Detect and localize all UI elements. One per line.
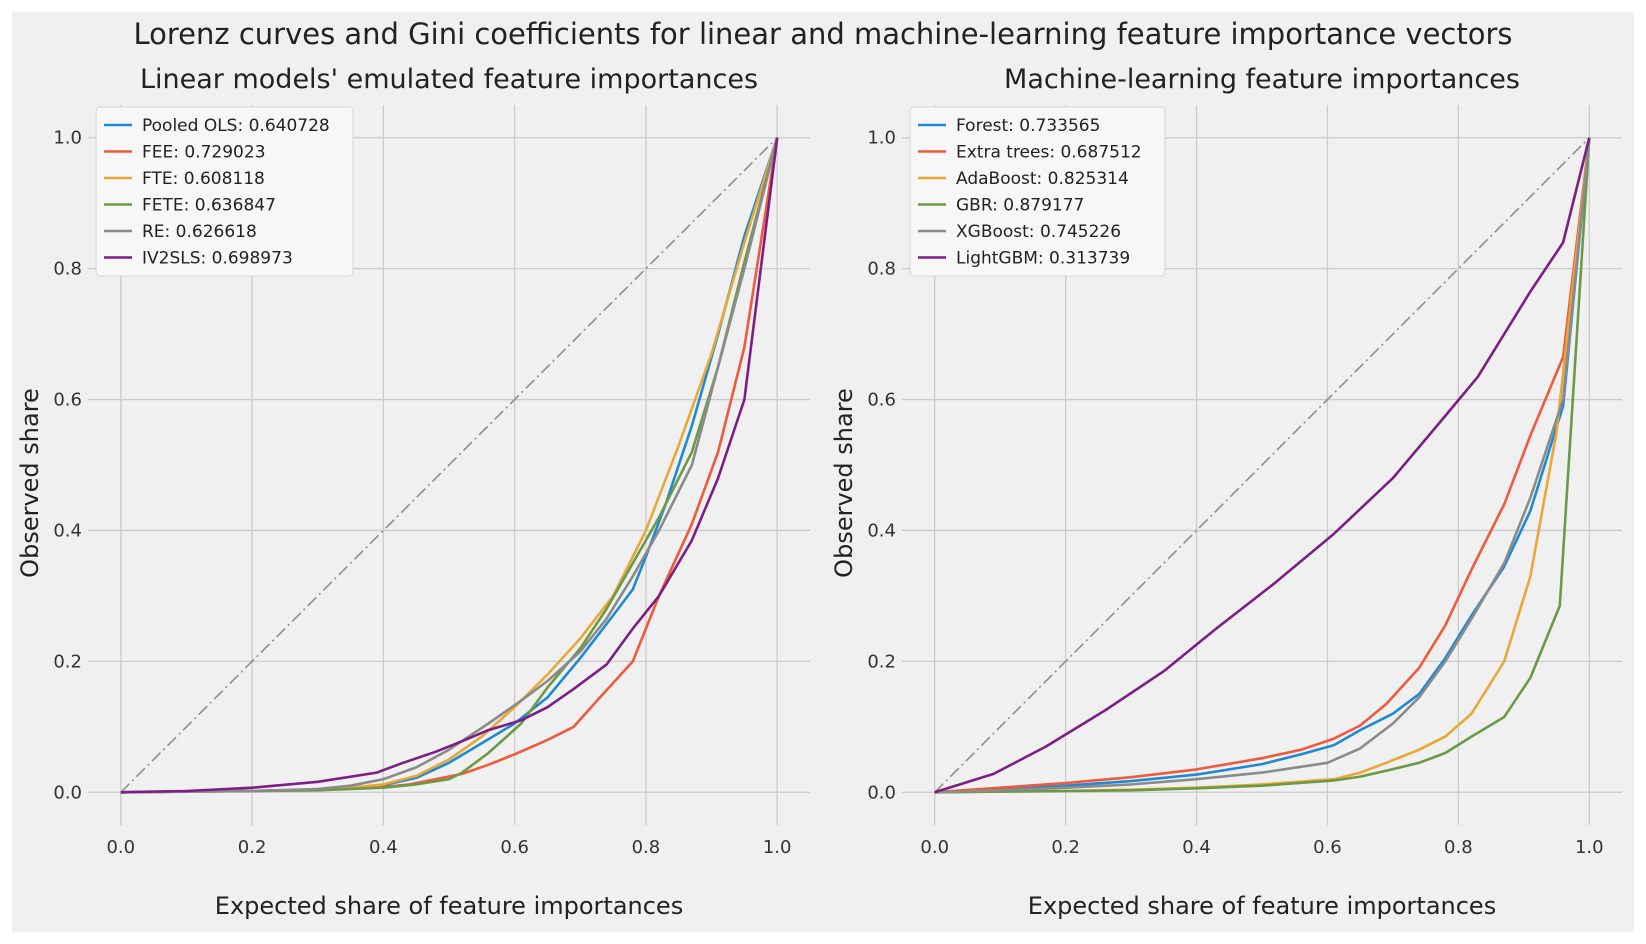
x-tick-label: 0.8	[632, 837, 661, 858]
y-tick-label: 0.4	[867, 520, 896, 541]
tick-labels: 0.0 0.2 0.4 0.6 0.8 1.0 0.0 0.2 0.4 0.6 0.8 1.0	[53, 128, 791, 858]
x-tick-label: 1.0	[763, 837, 792, 858]
legend-label: RE: 0.626618	[142, 222, 257, 242]
series-line	[120, 137, 779, 794]
legend-label: GBR: 0.879177	[956, 196, 1084, 216]
legend-label: FTE: 0.608118	[142, 169, 265, 189]
diagonal-equality-line	[934, 137, 1590, 793]
x-tick-label: 0.6	[1313, 837, 1342, 858]
legend: Forest: 0.733565 Extra trees: 0.687512 Ada…	[909, 106, 1166, 277]
x-tick-label: 0.4	[1182, 837, 1211, 858]
x-axis-label: Expected share of feature importances	[1028, 892, 1496, 920]
series-line	[934, 137, 1591, 794]
series-layer	[120, 137, 779, 794]
y-tick-label: 0.0	[53, 782, 82, 803]
y-tick-label: 0.4	[53, 520, 82, 541]
chart-linear: Linear models' emulated feature importan…	[16, 64, 810, 920]
series-line	[934, 137, 1591, 794]
legend-label: AdaBoost: 0.825314	[956, 169, 1129, 189]
legend-label: FEE: 0.729023	[142, 143, 266, 163]
y-tick-label: 1.0	[867, 128, 896, 149]
y-tick-label: 0.0	[867, 782, 896, 803]
legend-label: IV2SLS: 0.698973	[142, 249, 293, 269]
y-tick-label: 0.8	[867, 259, 896, 280]
series-line	[120, 137, 779, 794]
y-tick-label: 0.2	[53, 651, 82, 672]
y-tick-label: 0.6	[53, 390, 82, 411]
legend-label: Pooled OLS: 0.640728	[142, 116, 330, 136]
diagonal-equality-line	[120, 137, 778, 793]
series-line	[934, 137, 1591, 794]
legend-label: Forest: 0.733565	[956, 116, 1100, 136]
x-tick-label: 0.8	[1444, 837, 1473, 858]
x-tick-label: 1.0	[1575, 837, 1604, 858]
x-tick-label: 0.6	[500, 837, 529, 858]
y-tick-label: 0.6	[867, 390, 896, 411]
series-line	[934, 137, 1591, 794]
legend: Pooled OLS: 0.640728 FEE: 0.729023 FTE: 0.…	[95, 106, 354, 277]
y-tick-label: 1.0	[53, 128, 82, 149]
x-tick-label: 0.4	[369, 837, 398, 858]
x-tick-label: 0.2	[1051, 837, 1080, 858]
y-axis-label: Observed share	[16, 388, 44, 578]
legend-label: FETE: 0.636847	[142, 196, 276, 216]
y-axis-label: Observed share	[830, 388, 858, 578]
x-tick-label: 0.0	[920, 837, 949, 858]
chart-title: Machine-learning feature importances	[1004, 64, 1520, 95]
chart-title: Linear models' emulated feature importan…	[140, 64, 758, 95]
tick-labels: 0.0 0.2 0.4 0.6 0.8 1.0 0.0 0.2 0.4 0.6 0.8 1.0	[867, 128, 1603, 858]
x-tick-label: 0.2	[238, 837, 267, 858]
series-layer	[934, 137, 1591, 794]
legend-label: XGBoost: 0.745226	[956, 222, 1121, 242]
chart-ml: Machine-learning feature importances 0.0…	[830, 64, 1622, 920]
legend-box	[909, 106, 1166, 277]
legend-label: Extra trees: 0.687512	[956, 143, 1142, 163]
diagonal-layer	[934, 137, 1590, 793]
x-tick-label: 0.0	[106, 837, 135, 858]
series-line	[934, 137, 1591, 794]
y-tick-label: 0.2	[867, 651, 896, 672]
x-axis-label: Expected share of feature importances	[215, 892, 683, 920]
y-tick-label: 0.8	[53, 259, 82, 280]
legend-label: LightGBM: 0.313739	[956, 249, 1130, 269]
legend-box	[95, 106, 354, 277]
diagonal-layer	[120, 137, 778, 793]
figure-title: Lorenz curves and Gini coefficients for …	[133, 17, 1512, 51]
